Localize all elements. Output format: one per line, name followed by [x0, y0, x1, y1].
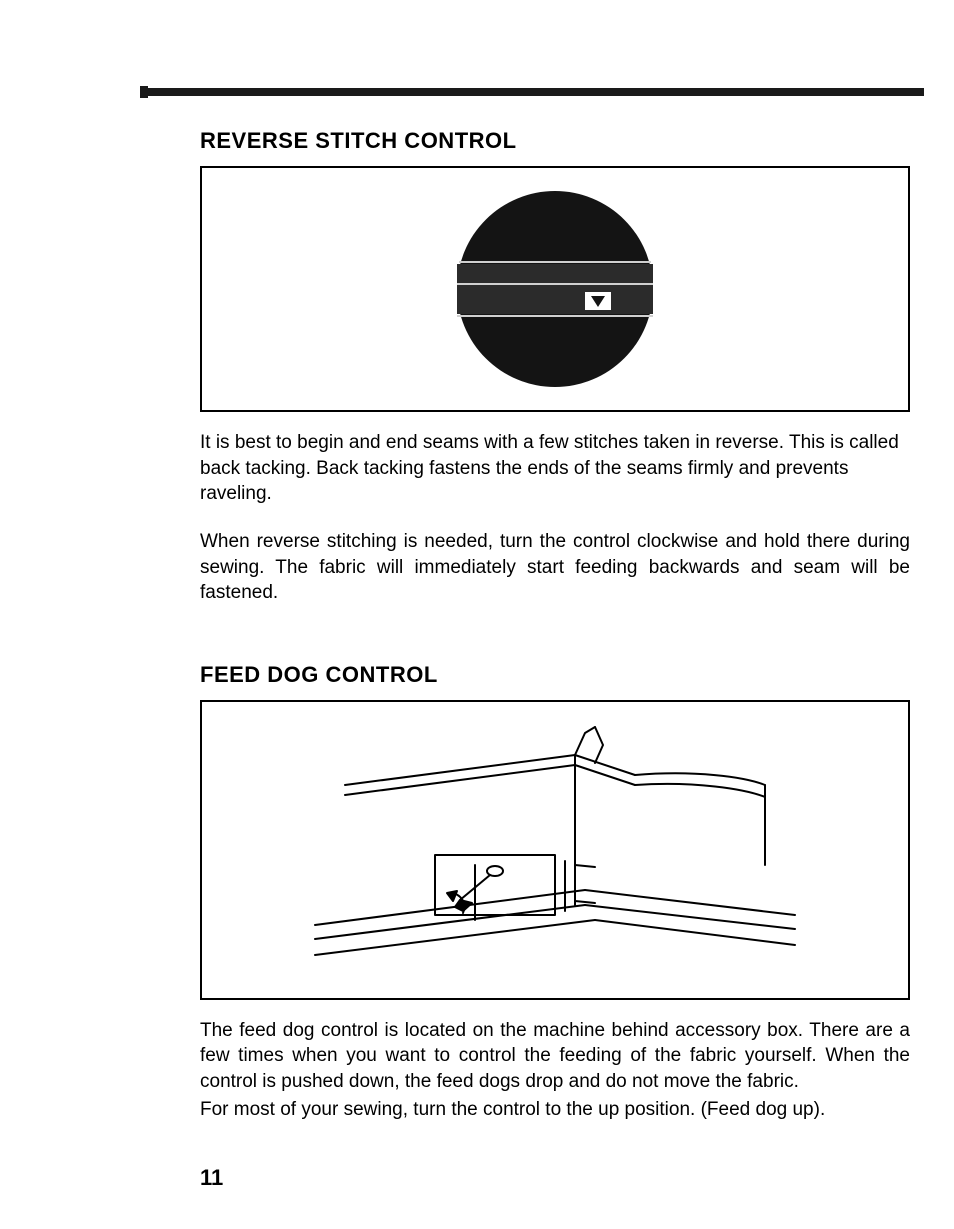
paragraph-feed-2: For most of your sewing, turn the contro… — [200, 1097, 910, 1123]
page-number: 11 — [200, 1165, 223, 1191]
paragraph-reverse-2: When reverse stitching is needed, turn t… — [200, 529, 910, 606]
paragraph-reverse-1: It is best to begin and end seams with a… — [200, 430, 910, 507]
section-title-feed-dog: FEED DOG CONTROL — [200, 662, 914, 688]
feed-dog-svg — [275, 715, 835, 985]
paragraph-feed-1: The feed dog control is located on the m… — [200, 1018, 910, 1095]
section-title-reverse-stitch: REVERSE STITCH CONTROL — [200, 128, 914, 154]
manual-page: REVERSE STITCH CONTROL It is best to beg… — [0, 0, 954, 1229]
figure-feed-dog-control — [200, 700, 910, 1000]
top-rule — [140, 88, 924, 96]
reverse-dial-svg — [445, 184, 665, 394]
figure-reverse-stitch-dial — [200, 166, 910, 412]
